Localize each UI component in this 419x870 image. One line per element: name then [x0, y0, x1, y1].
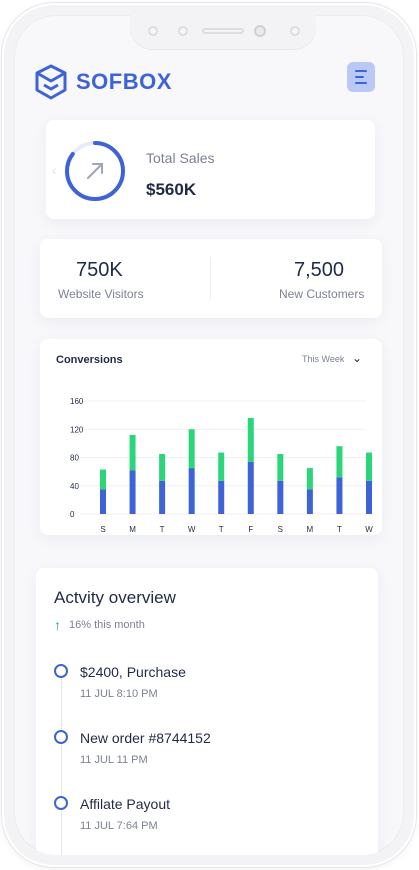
- timeline-item-date: 11 JUL 7:64 PM: [80, 820, 158, 832]
- timeline-item-title: $2400, Purchase: [80, 664, 186, 680]
- timeline-line: [61, 664, 62, 855]
- x-tick-label: T: [160, 525, 165, 534]
- bar-segment[interactable]: [336, 477, 343, 514]
- conversions-chart: 0 40 80 120 160 S M T W T F S M T W: [70, 397, 373, 534]
- bar-segment[interactable]: [188, 468, 195, 514]
- total-sales-label: Total Sales: [146, 150, 215, 166]
- x-tick-label: S: [278, 525, 283, 534]
- new-customers-value: 7,500: [294, 259, 345, 281]
- total-sales-card: ‹ Total Sales $560K: [46, 120, 375, 219]
- conversions-card: Conversions This Week ⌄ 0 40 80 120 160 S M T W T…: [40, 339, 382, 535]
- chevron-left-icon[interactable]: ‹: [52, 162, 57, 178]
- x-tick-label: M: [307, 525, 314, 534]
- bar-segment[interactable]: [277, 480, 284, 514]
- menu-button[interactable]: [347, 62, 375, 92]
- activity-overview-card: Actvity overview ↑ 16% this month $2400,…: [36, 568, 378, 855]
- timeline-dot: [54, 664, 68, 678]
- bar-segment[interactable]: [129, 470, 136, 514]
- x-tick-label: S: [100, 525, 105, 534]
- activity-title: Actvity overview: [54, 588, 176, 607]
- hamburger-menu-icon: [355, 70, 367, 72]
- sensor-dot: [148, 26, 158, 36]
- x-tick-label: T: [219, 525, 224, 534]
- activity-trend: ↑ 16% this month: [54, 617, 145, 633]
- bar-segment[interactable]: [306, 468, 313, 490]
- bar-segment[interactable]: [159, 453, 166, 481]
- activity-trend-text: 16% this month: [69, 619, 145, 631]
- timeline-item-date: 11 JUL 11 PM: [80, 754, 148, 766]
- bar-segment[interactable]: [159, 480, 166, 514]
- x-tick-label: M: [129, 525, 136, 534]
- y-tick-label: 160: [70, 397, 84, 406]
- stats-divider: [210, 257, 211, 299]
- timeline-item-title: New order #8744152: [80, 730, 211, 746]
- chevron-down-icon[interactable]: ⌄: [352, 351, 363, 365]
- speaker-grille: [202, 28, 244, 34]
- sensor-dot: [178, 26, 188, 36]
- bar-segment[interactable]: [247, 417, 254, 462]
- timeline-item-title: Affilate Payout: [80, 796, 171, 812]
- x-tick-label: W: [365, 525, 373, 534]
- bar-segment[interactable]: [188, 429, 195, 469]
- bar-segment[interactable]: [129, 434, 136, 471]
- timeline-dot: [54, 730, 68, 744]
- x-tick-label: F: [248, 525, 253, 534]
- bar-segment[interactable]: [218, 452, 225, 481]
- y-tick-label: 40: [70, 482, 79, 491]
- website-visitors-label: Website Visitors: [58, 287, 144, 301]
- bar-segment[interactable]: [247, 461, 254, 514]
- bar-segment[interactable]: [277, 453, 284, 481]
- sensor-dot: [290, 26, 300, 36]
- device-notch: [130, 15, 316, 49]
- period-dropdown[interactable]: This Week: [302, 354, 345, 364]
- bar-segment[interactable]: [336, 446, 343, 478]
- brand-name: SOFBOX: [76, 69, 172, 94]
- bar-segment[interactable]: [100, 469, 106, 490]
- conversions-title: Conversions: [56, 354, 123, 366]
- app-screen: SOFBOX ‹ Total Sales $560K 750K Website …: [14, 15, 404, 855]
- stats-card: 750K Website Visitors 7,500 New Customer…: [40, 239, 382, 318]
- front-camera: [254, 25, 266, 37]
- x-tick-label: T: [337, 525, 342, 534]
- timeline-dot: [54, 796, 68, 810]
- brand-logo[interactable]: SOFBOX: [32, 63, 172, 101]
- bar-segment[interactable]: [218, 480, 225, 514]
- arrow-up-icon: ↑: [54, 617, 61, 633]
- total-sales-value: $560K: [146, 180, 197, 199]
- bar-segment[interactable]: [366, 480, 372, 514]
- y-tick-label: 0: [70, 510, 75, 519]
- sales-progress-ring: [65, 141, 125, 201]
- y-tick-label: 80: [70, 454, 79, 463]
- new-customers-label: New Customers: [279, 287, 365, 301]
- hamburger-menu-icon: [355, 76, 364, 78]
- timeline-item-date: 11 JUL 8:10 PM: [80, 688, 158, 700]
- cube-logo-icon: [35, 64, 67, 100]
- phone-frame: SOFBOX ‹ Total Sales $560K 750K Website …: [2, 3, 416, 867]
- trend-arrow-icon: [87, 163, 103, 179]
- bar-segment[interactable]: [366, 452, 372, 481]
- bar-segment[interactable]: [306, 489, 313, 514]
- y-tick-label: 120: [70, 425, 84, 434]
- hamburger-menu-icon: [355, 82, 367, 84]
- website-visitors-value: 750K: [76, 259, 123, 281]
- x-tick-label: W: [188, 525, 196, 534]
- bar-segment[interactable]: [100, 489, 106, 514]
